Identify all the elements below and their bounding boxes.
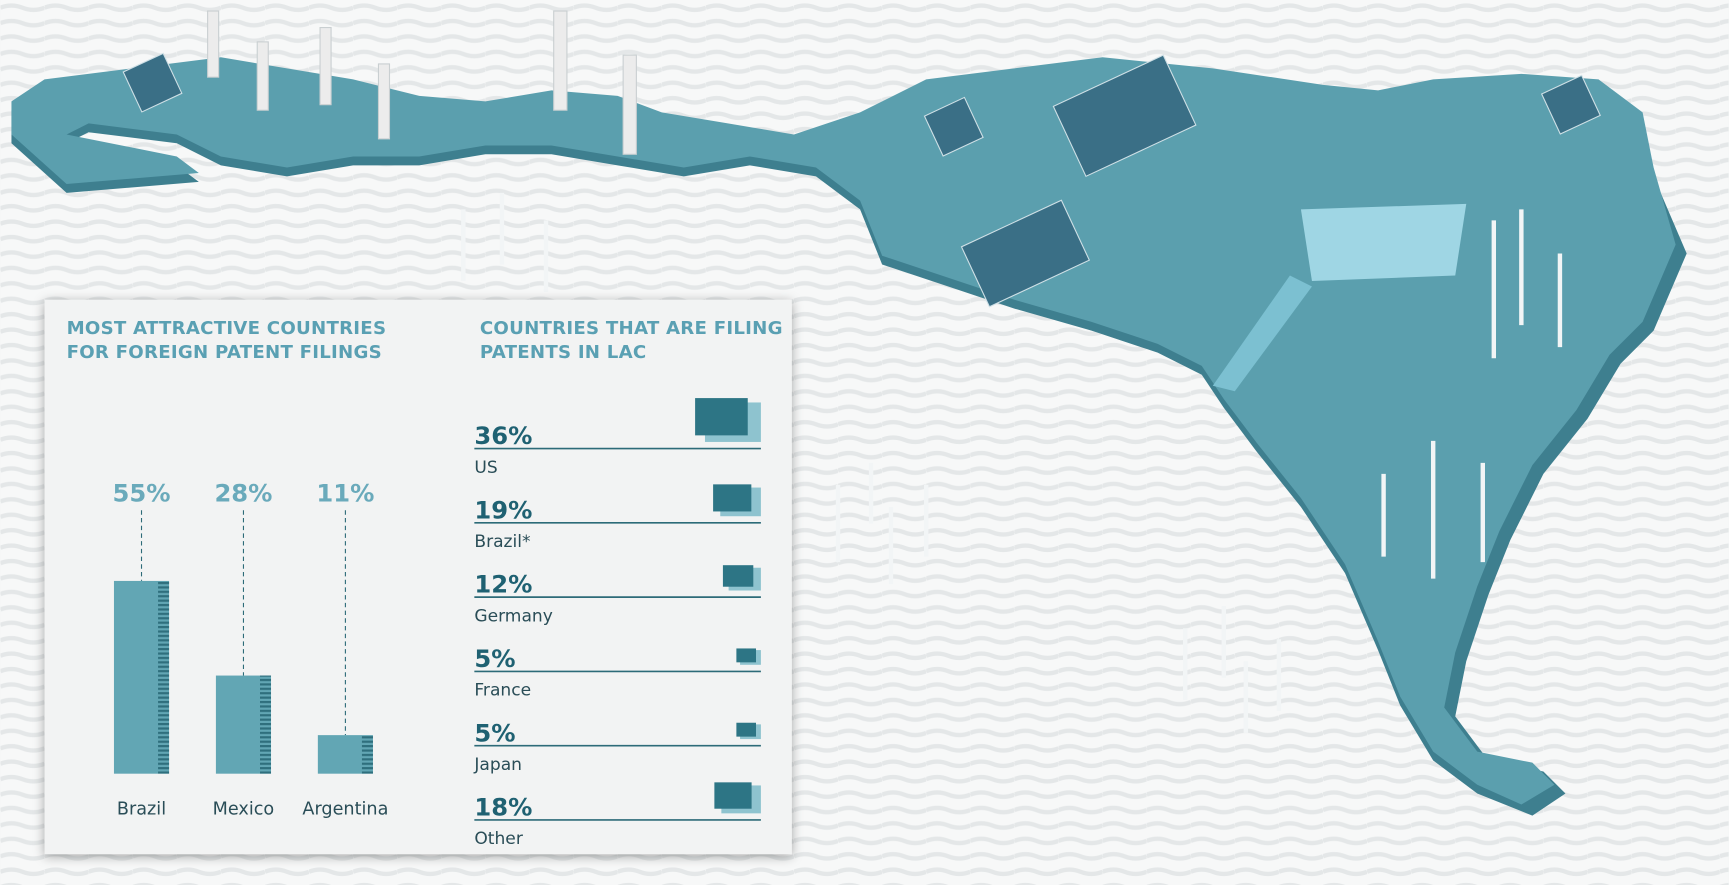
category-label: France [474,681,531,701]
icon [736,723,756,737]
bar-stripes [260,676,271,774]
category-label: Germany [474,606,553,626]
value-label: 19% [474,495,532,524]
value-label: 5% [474,644,515,673]
icon [714,782,751,808]
category-label: Mexico [213,799,275,819]
value-label: 36% [474,421,532,450]
icon [736,648,756,662]
icon [713,484,751,511]
category-label: Brazil [117,799,166,819]
chart-title: COUNTRIES THAT ARE FILING PATENTS IN LAC [480,316,789,364]
value-label: 11% [316,478,374,507]
bar-stripes [158,581,169,774]
value-label: 18% [474,793,532,822]
value-label: 28% [214,478,272,507]
infographic: MOST ATTRACTIVE COUNTRIES FOR FOREIGN PA… [0,0,1729,885]
category-label: Brazil* [474,532,531,552]
icon [723,565,753,587]
title-box: COUNTRIES THAT ARE FILING PATENTS IN LAC [480,316,789,371]
value-label: 12% [474,570,532,599]
category-label: US [474,458,497,478]
category-label: Japan [473,755,522,775]
icon [695,398,748,435]
page: MOST ATTRACTIVE COUNTRIES FOR FOREIGN PA… [0,0,1729,885]
value-label: 55% [113,478,171,507]
value-label: 5% [474,718,515,747]
title-box: MOST ATTRACTIVE COUNTRIES FOR FOREIGN PA… [67,316,431,371]
category-label: Other [474,829,523,849]
chart-title: MOST ATTRACTIVE COUNTRIES FOR FOREIGN PA… [67,316,431,364]
bar-stripes [362,735,373,774]
category-label: Argentina [302,799,388,819]
